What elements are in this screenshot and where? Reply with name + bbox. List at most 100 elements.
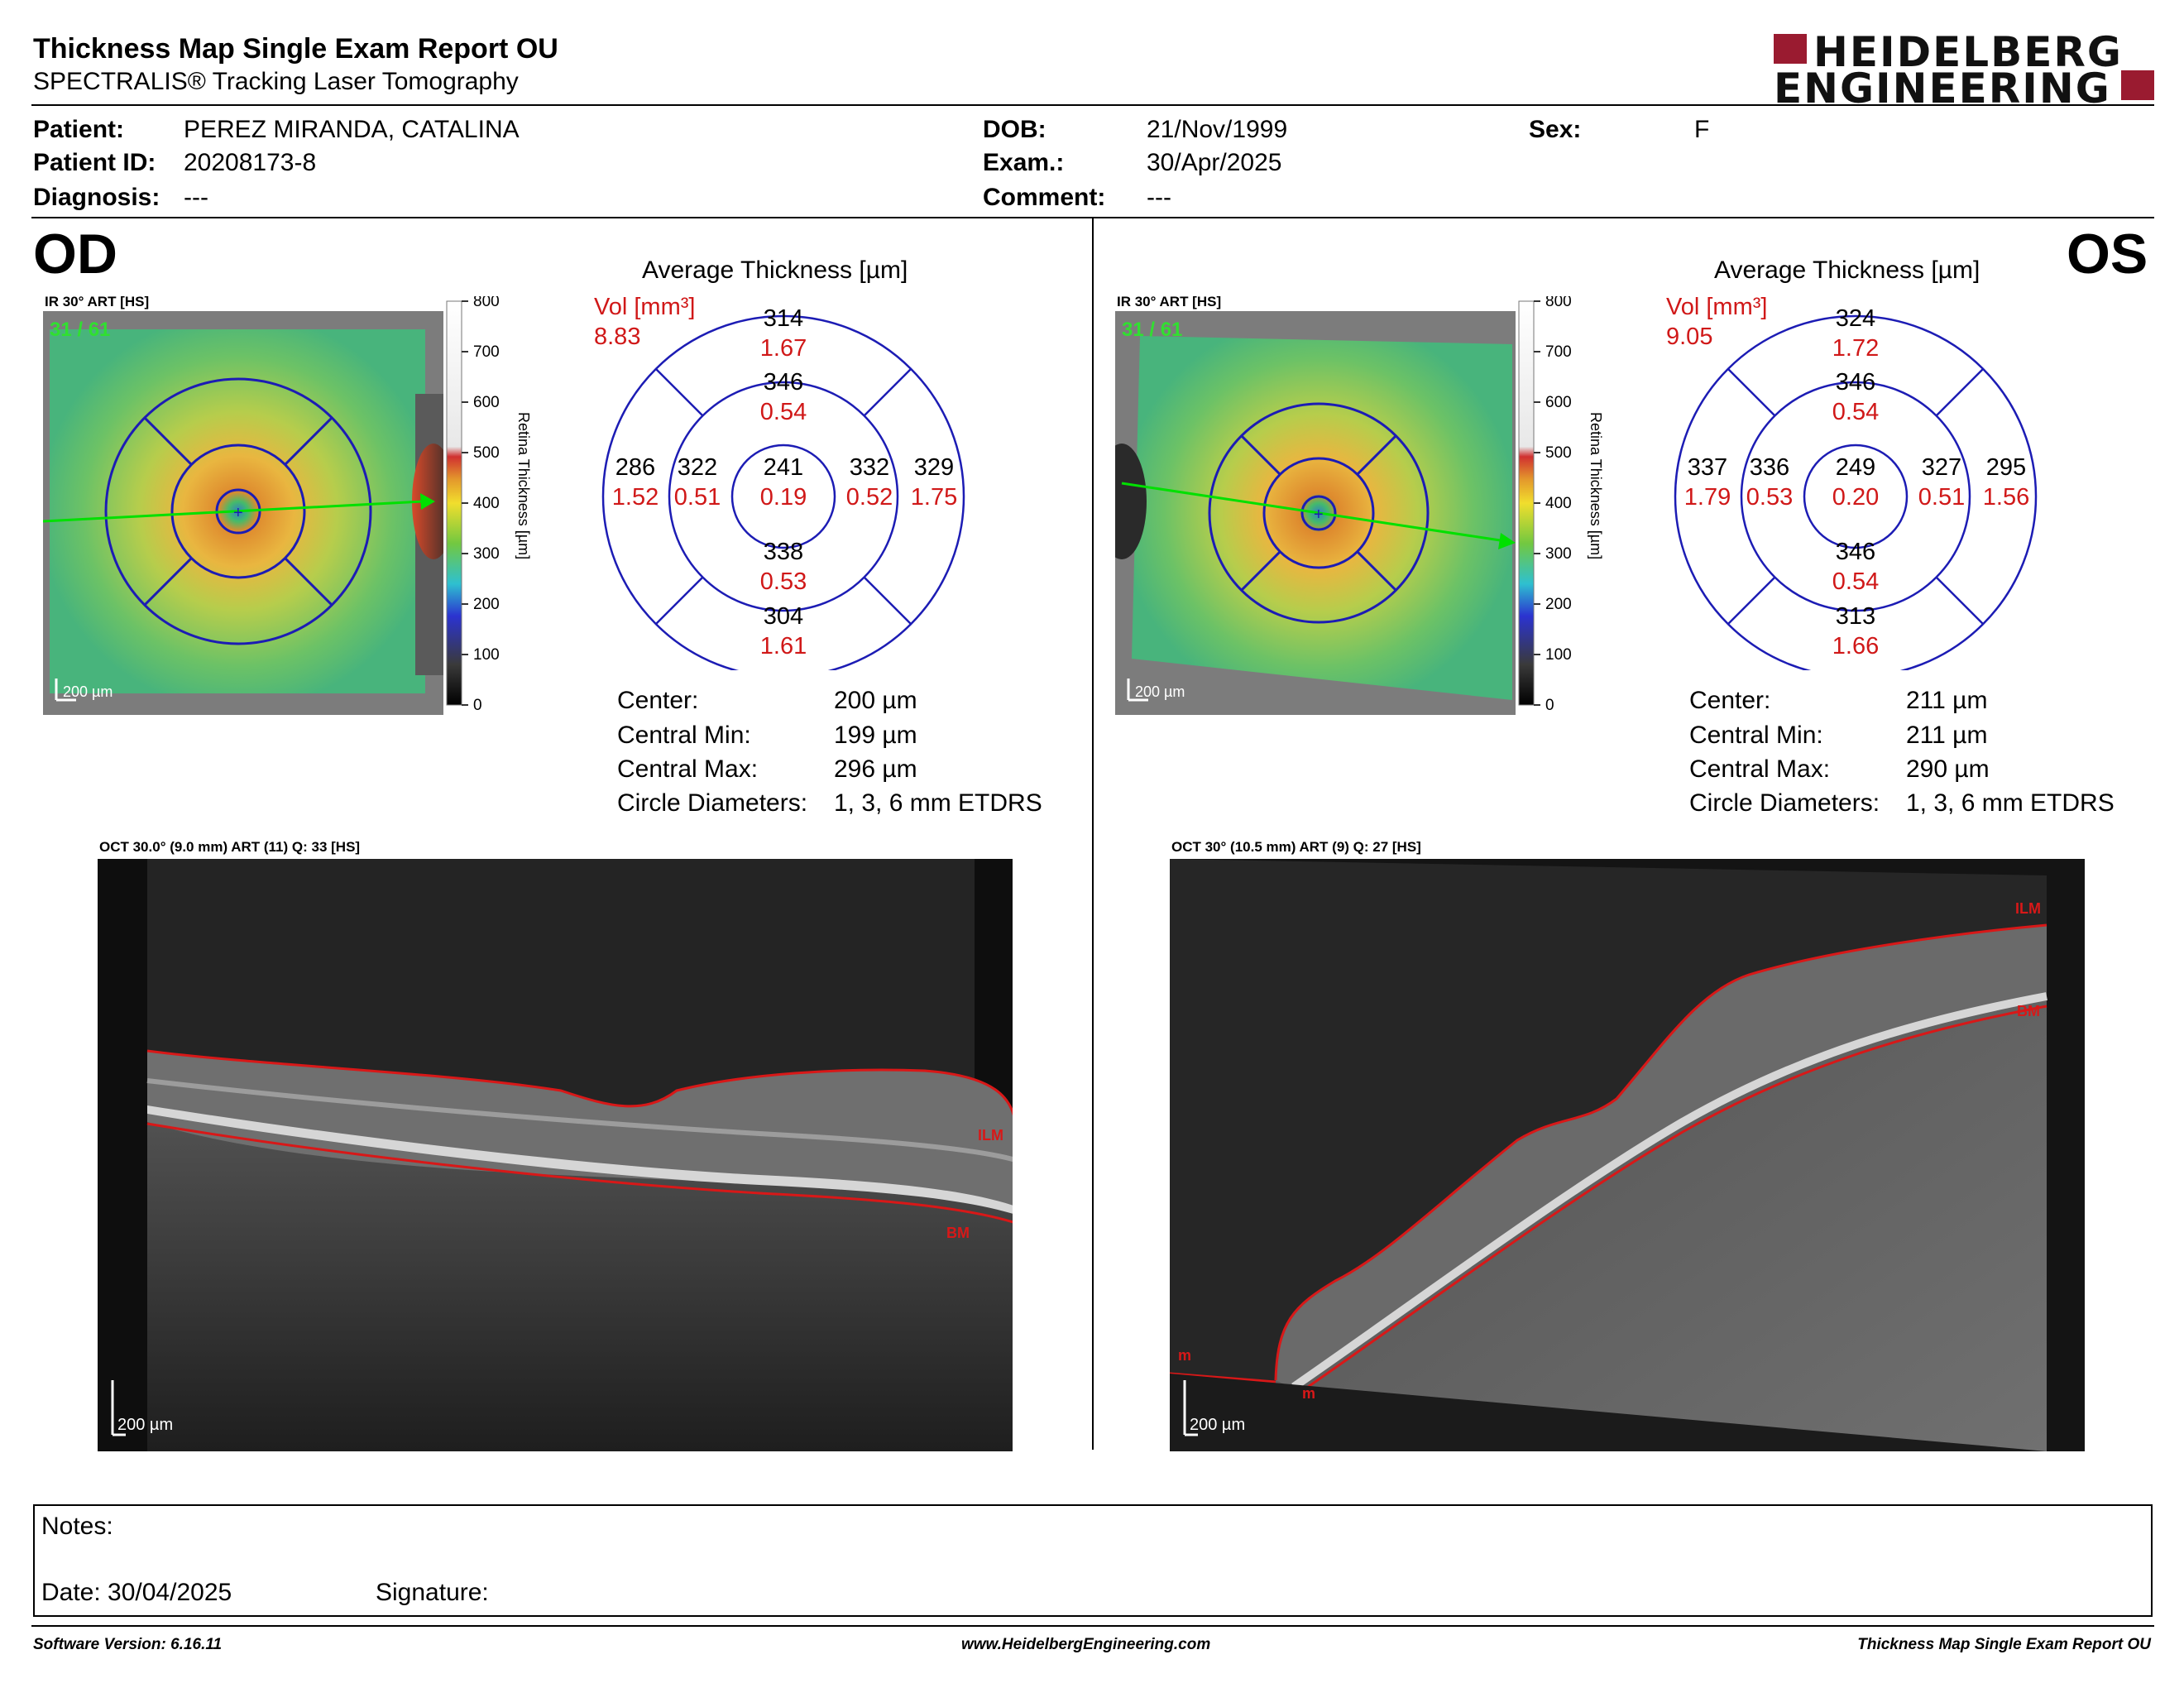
od-stat-value: 199 µm: [834, 722, 917, 749]
od-vol-label: Vol [mm³]: [594, 294, 695, 320]
od-inner-tmp-thick: 332: [850, 454, 889, 481]
notes-box[interactable]: Notes: Date: 30/04/2025 Signature:: [33, 1504, 2153, 1617]
os-inner-inf-vol: 0.54: [1832, 568, 1879, 595]
os-cb-tick: 100: [1545, 646, 1572, 664]
os-outer-inf-thick: 313: [1836, 603, 1875, 630]
report-title: Thickness Map Single Exam Report OU: [33, 33, 558, 65]
od-cb-tick: 100: [473, 646, 500, 664]
od-outer-nas-vol: 1.52: [612, 484, 659, 511]
patient-label: Patient:: [33, 116, 125, 143]
os-m-label: m: [1302, 1385, 1315, 1402]
os-cb-tick: 600: [1545, 394, 1572, 411]
od-oct-scan: ILM BM 200 µm: [98, 859, 1018, 1451]
os-fundus-label: IR 30° ART [HS]: [1117, 294, 1222, 309]
od-inner-nas-thick: 322: [678, 454, 717, 481]
report-subtitle: SPECTRALIS® Tracking Laser Tomography: [33, 68, 519, 95]
od-stat-label: Circle Diameters:: [617, 789, 808, 817]
sex-value: F: [1694, 116, 1710, 143]
patient-id-value: 20208173-8: [184, 149, 317, 176]
signature-label: Signature:: [376, 1579, 489, 1606]
od-etdrs-grid: Vol [mm³] 8.83 314 1.67 346 0.54 286 1.5…: [587, 290, 984, 679]
os-fovea-marker: +: [1314, 506, 1324, 524]
od-vol-value: 8.83: [594, 324, 640, 350]
os-oct-scan: ILM BM m m 200 µm: [1169, 859, 2085, 1451]
od-cb-tick: 800: [473, 296, 500, 310]
exam-value: 30/Apr/2025: [1147, 149, 1282, 176]
center-divider: [1092, 218, 1094, 1450]
footer-website[interactable]: www.HeidelbergEngineering.com: [961, 1636, 1211, 1653]
os-fundus-counter: 31 / 61: [1122, 319, 1182, 341]
os-eye-label: OS: [2067, 223, 2148, 285]
od-cb-tick: 0: [473, 697, 482, 714]
footer-report-name: Thickness Map Single Exam Report OU: [1857, 1636, 2151, 1653]
od-stat-label: Central Min:: [617, 722, 751, 749]
os-cb-tick: 500: [1545, 444, 1572, 462]
logo-line1: HEIDELBERG: [1813, 28, 2123, 76]
od-center-thick: 241: [764, 454, 803, 481]
logo-line2: ENGINEERING: [1774, 65, 2111, 113]
os-inner-tmp-vol: 0.51: [1918, 484, 1965, 511]
patient-divider: [31, 217, 2154, 218]
os-outer-nas-thick: 337: [1688, 454, 1727, 481]
os-outer-tmp-thick: 295: [1986, 454, 2026, 481]
os-stat-label: Circle Diameters:: [1689, 789, 1880, 817]
os-inner-sup-thick: 346: [1836, 369, 1875, 396]
od-stat-label: Central Max:: [617, 755, 759, 783]
os-avg-title: Average Thickness [µm]: [1714, 257, 1980, 284]
od-colorbar: 800 700 600 500 400 300 200 100 0 Retina…: [443, 293, 576, 727]
od-inner-inf-vol: 0.53: [760, 568, 807, 595]
od-oct-label: OCT 30.0° (9.0 mm) ART (11) Q: 33 [HS]: [99, 839, 361, 855]
os-inner-inf-thick: 346: [1836, 539, 1875, 565]
od-bm-label: BM: [946, 1225, 970, 1241]
od-outer-sup-vol: 1.67: [760, 335, 807, 362]
od-stat-value: 1, 3, 6 mm ETDRS: [834, 789, 1042, 817]
od-stat-label: Center:: [617, 687, 699, 714]
date-label: Date: 30/04/2025: [41, 1579, 232, 1606]
od-stat-value: 200 µm: [834, 687, 917, 714]
header-divider: [31, 104, 2154, 106]
os-outer-inf-vol: 1.66: [1832, 633, 1879, 659]
od-outer-tmp-thick: 329: [914, 454, 954, 481]
od-fundus-counter: 31 / 61: [50, 319, 110, 341]
os-outer-sup-vol: 1.72: [1832, 335, 1879, 362]
os-inner-nas-thick: 336: [1750, 454, 1789, 481]
os-stat-label: Central Max:: [1689, 755, 1831, 783]
od-inner-inf-thick: 338: [764, 539, 803, 565]
os-inner-sup-vol: 0.54: [1832, 399, 1879, 425]
os-cb-tick: 200: [1545, 596, 1572, 613]
od-cb-tick: 500: [473, 444, 500, 462]
comment-label: Comment:: [983, 184, 1106, 211]
os-cb-tick: 400: [1545, 495, 1572, 512]
os-stat-value: 290 µm: [1906, 755, 1990, 783]
notes-label: Notes:: [41, 1513, 113, 1540]
logo-block-bottom: [2121, 70, 2154, 100]
os-colorbar-title: Retina Thickness [µm]: [1588, 412, 1604, 559]
od-colorbar-title: Retina Thickness [µm]: [515, 412, 532, 559]
os-oct-label: OCT 30° (10.5 mm) ART (9) Q: 27 [HS]: [1171, 839, 1421, 855]
od-cb-tick: 600: [473, 394, 500, 411]
logo-block-top: [1774, 34, 1807, 64]
od-stat-value: 296 µm: [834, 755, 917, 783]
od-cb-tick: 200: [473, 596, 500, 613]
patient-id-label: Patient ID:: [33, 149, 156, 176]
os-cb-tick: 700: [1545, 343, 1572, 361]
os-stat-value: 211 µm: [1906, 687, 1988, 714]
os-vol-label: Vol [mm³]: [1666, 294, 1767, 320]
footer-software-version: Software Version: 6.16.11: [33, 1636, 223, 1653]
od-eye-label: OD: [33, 223, 117, 285]
os-center-vol: 0.20: [1832, 484, 1879, 511]
od-inner-sup-thick: 346: [764, 369, 803, 396]
sex-label: Sex:: [1529, 116, 1582, 143]
os-outer-sup-thick: 324: [1836, 305, 1875, 332]
od-outer-inf-thick: 304: [764, 603, 803, 630]
os-m-label: m: [1178, 1347, 1191, 1364]
os-stat-label: Center:: [1689, 687, 1771, 714]
od-outer-tmp-vol: 1.75: [911, 484, 957, 511]
os-ilm-label: ILM: [2015, 900, 2041, 917]
diagnosis-label: Diagnosis:: [33, 184, 160, 211]
od-cb-tick: 700: [473, 343, 500, 361]
od-fovea-marker: +: [233, 504, 243, 522]
dob-label: DOB:: [983, 116, 1046, 143]
diagnosis-value: ---: [184, 184, 208, 211]
od-cb-tick: 300: [473, 545, 500, 563]
